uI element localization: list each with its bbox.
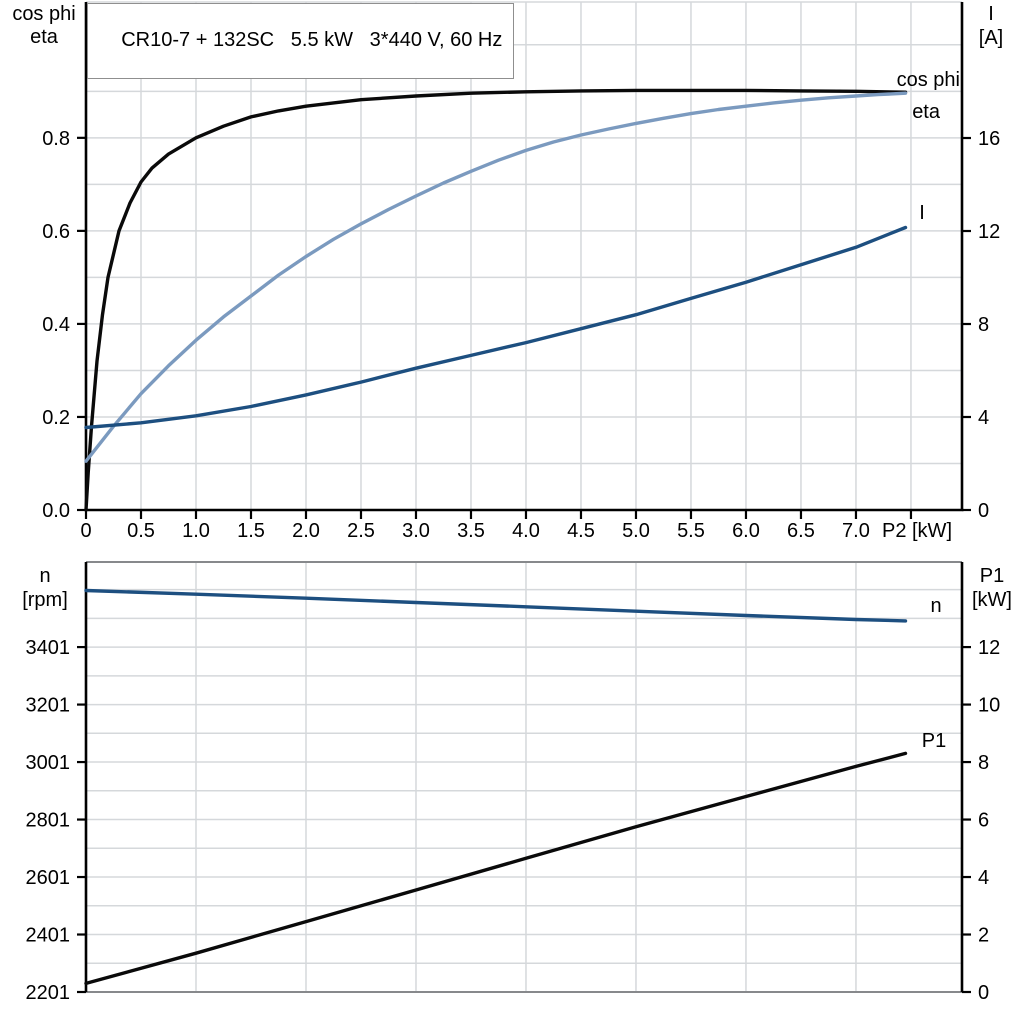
y-left-tick-label: 3401: [26, 637, 71, 659]
x-tick-label: 1.0: [182, 520, 210, 542]
y-right-tick-label: 12: [978, 221, 1000, 243]
chart-title-box: CR10-7 + 132SC 5.5 kW 3*440 V, 60 Hz: [87, 3, 515, 79]
x-tick-label: 4.0: [512, 520, 540, 542]
y-left-tick-label: 3201: [26, 695, 71, 717]
x-tick-label: 5.0: [622, 520, 650, 542]
series-curve-i: [84, 225, 908, 430]
y-left-axis-header-eta: eta: [30, 26, 59, 48]
y-right-tick-label: 2: [978, 925, 989, 947]
y-right-tick-label: 4: [978, 407, 989, 429]
x-tick-label: 7.0: [842, 520, 870, 542]
y-left-tick-label: 0.2: [42, 407, 70, 429]
y-left-tick-label: 0.0: [42, 500, 70, 522]
y-left-tick-label: 3001: [26, 752, 71, 774]
curve-label-p1: P1: [922, 730, 946, 752]
curve-label-i: I: [919, 202, 925, 224]
series-curve-n: [84, 588, 908, 623]
y-left-tick-label: 0.6: [42, 221, 70, 243]
y-right-tick-label: 8: [978, 752, 989, 774]
chart-title: CR10-7 + 132SC 5.5 kW 3*440 V, 60 Hz: [121, 29, 503, 51]
y-right-axis-header-[kw]: [kW]: [972, 589, 1012, 611]
y-right-tick-label: 10: [978, 695, 1000, 717]
x-tick-label: 6.0: [732, 520, 760, 542]
y-left-tick-label: 0.8: [42, 128, 70, 150]
y-right-tick-label: 4: [978, 867, 989, 889]
y-left-axis-header-[rpm]: [rpm]: [22, 589, 68, 611]
y-right-tick-label: 8: [978, 314, 989, 336]
x-tick-label: 3.5: [457, 520, 485, 542]
x-tick-label: 0: [80, 520, 91, 542]
x-tick-label: 3.0: [402, 520, 430, 542]
x-tick-label: 1.5: [237, 520, 265, 542]
y-right-axis-header-p1: P1: [980, 565, 1004, 587]
y-right-tick-label: 12: [978, 637, 1000, 659]
y-left-axis-header-cos-phi: cos phi: [12, 3, 75, 25]
y-left-axis-header-n: n: [39, 565, 50, 587]
x-tick-label: 4.5: [567, 520, 595, 542]
series-curve-p1: [84, 751, 908, 986]
curve-label-n: n: [930, 595, 941, 617]
y-right-tick-label: 6: [978, 810, 989, 832]
curve-label-cos-phi: cos phi: [897, 69, 960, 91]
y-right-tick-label: 16: [978, 128, 1000, 150]
y-left-tick-label: 2401: [26, 925, 71, 947]
x-tick-label: 5.5: [677, 520, 705, 542]
x-tick-label: 0.5: [127, 520, 155, 542]
x-axis-unit-label: P2 [kW]: [882, 520, 952, 542]
y-right-tick-label: 0: [978, 982, 989, 1004]
y-right-tick-label: 0: [978, 500, 989, 522]
y-left-tick-label: 2201: [26, 982, 71, 1004]
x-tick-label: 6.5: [787, 520, 815, 542]
y-left-tick-label: 0.4: [42, 314, 70, 336]
x-tick-label: 2.0: [292, 520, 320, 542]
y-left-tick-label: 2601: [26, 867, 71, 889]
x-tick-label: 2.5: [347, 520, 375, 542]
curve-label-eta: eta: [912, 101, 941, 123]
series-curve-cos-phi: [84, 91, 908, 463]
y-right-axis-header-i: I: [988, 3, 994, 25]
y-left-tick-label: 2801: [26, 810, 71, 832]
series-curve-eta: [84, 88, 908, 512]
y-right-axis-header-[a]: [A]: [979, 27, 1003, 49]
